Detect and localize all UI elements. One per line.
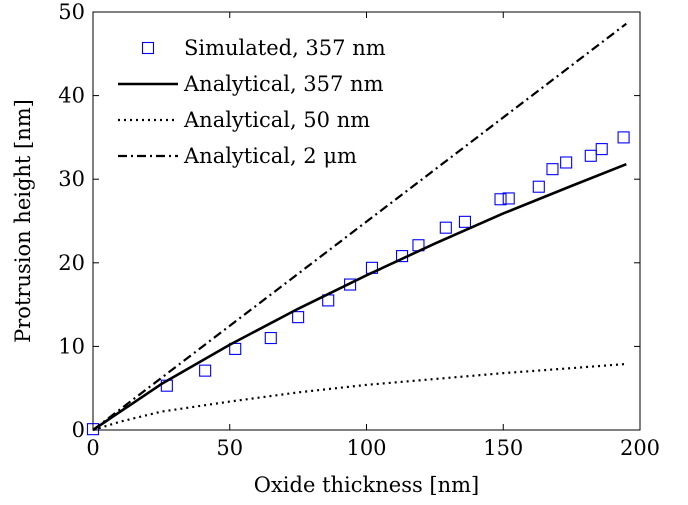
x-tick-label: 100	[346, 436, 386, 460]
data-point	[458, 215, 472, 228]
y-tick-label: 50	[58, 0, 85, 24]
plot-area	[86, 22, 630, 436]
data-point	[546, 163, 559, 176]
axis-ticks: 0 50 100 150 200 0 10 20 30 40 50	[58, 0, 660, 460]
y-axis-label: Protrusion height [nm]	[11, 99, 35, 343]
x-tick-label: 150	[483, 436, 523, 460]
data-point	[344, 278, 357, 291]
legend-label: Analytical, 357 nm	[183, 72, 384, 96]
series-4	[92, 22, 627, 431]
data-point	[560, 156, 573, 169]
data-point	[532, 180, 545, 193]
x-axis-label: Oxide thickness [nm]	[254, 473, 480, 497]
series-line	[92, 22, 627, 431]
y-tick-label: 20	[58, 251, 85, 275]
legend-item: Simulated, 357 nm	[141, 36, 386, 60]
data-point	[595, 143, 608, 156]
series-line	[92, 362, 627, 432]
series-1	[86, 131, 630, 436]
legend-label: Analytical, 2 μm	[183, 144, 357, 168]
legend-item: Analytical, 357 nm	[118, 72, 384, 96]
x-tick-label: 50	[216, 436, 243, 460]
series-2	[92, 162, 627, 432]
legend-item: Analytical, 50 nm	[118, 108, 370, 132]
legend-label: Simulated, 357 nm	[184, 36, 386, 60]
legend-marker	[141, 41, 155, 55]
data-point	[502, 192, 515, 205]
series-line	[92, 162, 627, 432]
data-point	[292, 311, 305, 324]
x-tick-label: 200	[620, 436, 660, 460]
legend-background	[101, 26, 401, 176]
legend-item: Analytical, 2 μm	[118, 144, 357, 168]
legend-label: Analytical, 50 nm	[183, 108, 370, 132]
x-tick-label: 0	[86, 436, 99, 460]
data-point	[264, 331, 277, 345]
data-point	[617, 131, 630, 144]
series-3	[92, 362, 627, 432]
data-point	[229, 342, 242, 355]
data-point	[494, 193, 507, 206]
y-tick-label: 0	[72, 418, 85, 442]
data-point	[199, 364, 212, 377]
data-point	[439, 221, 452, 234]
legend: Simulated, 357 nm Analytical, 357 nm Analy…	[101, 26, 401, 176]
y-tick-label: 30	[58, 167, 85, 191]
y-tick-label: 40	[58, 84, 85, 108]
y-tick-label: 10	[58, 334, 85, 358]
data-point	[584, 149, 597, 162]
